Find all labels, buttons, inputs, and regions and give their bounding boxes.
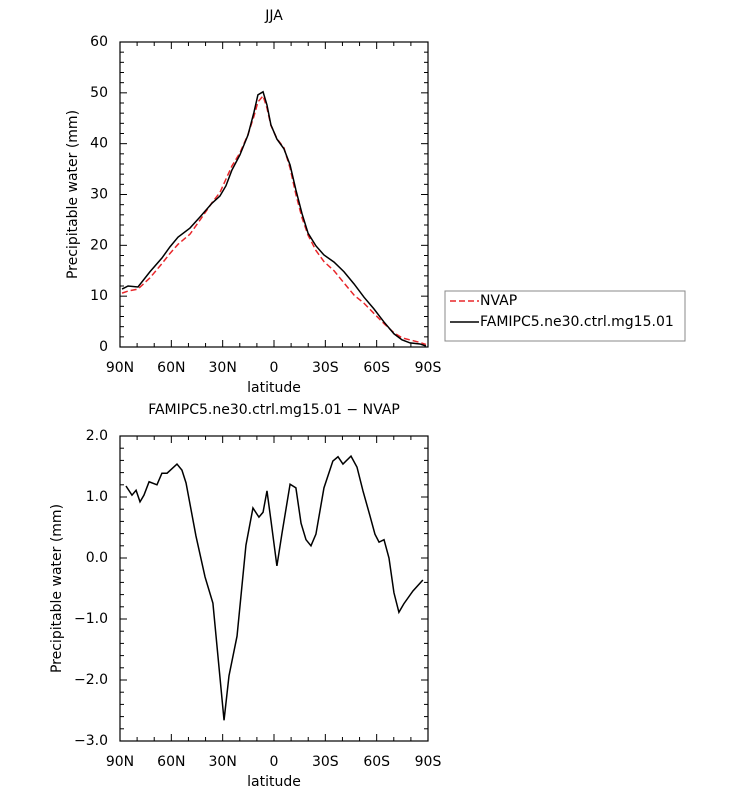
x-tick-label: 30S — [312, 754, 339, 770]
y-tick-label: 60 — [90, 34, 108, 50]
data-line — [125, 454, 424, 721]
y-tick-label: −3.0 — [74, 733, 108, 749]
x-tick-label: 30N — [209, 360, 237, 376]
chart-title: FAMIPC5.ne30.ctrl.mg15.01 − NVAP — [148, 402, 400, 418]
plot-frame — [119, 41, 429, 348]
x-tick-label: 90S — [415, 360, 442, 376]
x-tick-label: 90N — [106, 754, 134, 770]
y-tick-label: 1.0 — [86, 489, 108, 505]
legend-label: FAMIPC5.ne30.ctrl.mg15.01 — [480, 314, 674, 330]
x-tick-label: 60N — [157, 360, 185, 376]
legend-box — [444, 290, 686, 342]
x-tick-label: 30S — [312, 360, 339, 376]
legend-label: NVAP — [480, 293, 517, 309]
x-tick-label: 90S — [415, 754, 442, 770]
x-tick-label: 30N — [209, 754, 237, 770]
x-tick-label: 60N — [157, 754, 185, 770]
y-tick-label: 0.0 — [86, 550, 108, 566]
y-tick-label: −2.0 — [74, 672, 108, 688]
y-tick-label: 10 — [90, 288, 108, 304]
y-tick-label: 2.0 — [86, 428, 108, 444]
y-tick-label: 50 — [90, 85, 108, 101]
data-line — [121, 90, 427, 347]
x-axis-label: latitude — [247, 774, 301, 790]
x-tick-label: 60S — [363, 754, 390, 770]
x-axis-label: latitude — [247, 380, 301, 396]
x-tick-label: 0 — [270, 360, 279, 376]
y-tick-label: 0 — [99, 339, 108, 355]
chart-title: JJA — [264, 8, 283, 24]
plot-frame — [119, 435, 429, 742]
x-tick-label: 60S — [363, 360, 390, 376]
y-tick-label: 30 — [90, 187, 108, 203]
x-tick-label: 90N — [106, 360, 134, 376]
y-axis-label: Precipitable water (mm) — [65, 110, 81, 279]
y-axis-label: Precipitable water (mm) — [49, 504, 65, 673]
y-tick-label: 20 — [90, 237, 108, 253]
y-tick-label: 40 — [90, 136, 108, 152]
y-tick-label: −1.0 — [74, 611, 108, 627]
x-tick-label: 0 — [270, 754, 279, 770]
